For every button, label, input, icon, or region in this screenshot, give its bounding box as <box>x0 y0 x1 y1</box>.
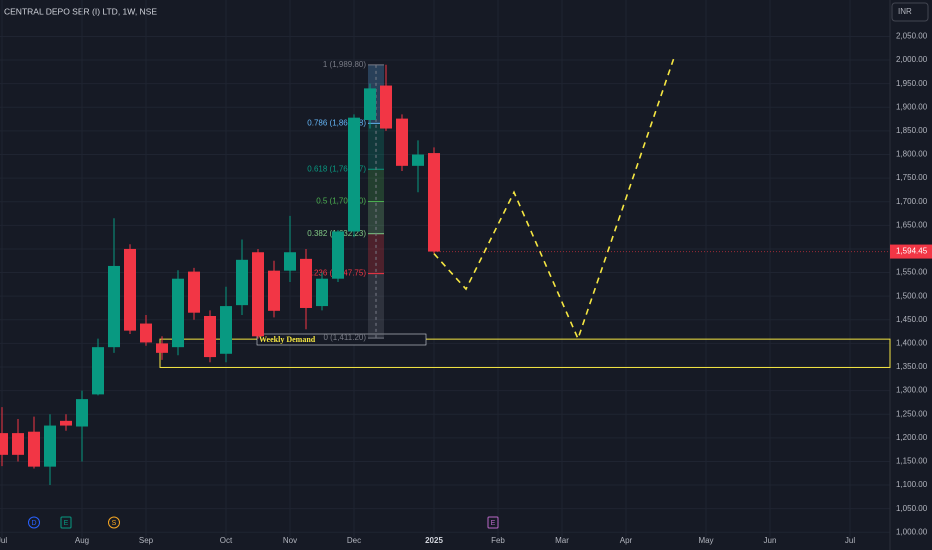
fib-label: 0 (1,411.20) <box>323 333 366 342</box>
event-label: E <box>491 520 496 527</box>
event-label: S <box>112 520 117 527</box>
candle-body <box>380 85 392 129</box>
demand-label-box <box>256 333 427 346</box>
chart-title: CENTRAL DEPO SER (I) LTD, 1W, NSE <box>4 6 157 16</box>
y-tick-label: 1,350.00 <box>896 362 928 371</box>
candle-body <box>204 316 216 358</box>
y-tick-label: 1,500.00 <box>896 291 928 300</box>
candle-body <box>0 433 8 455</box>
candle-body <box>236 259 248 306</box>
x-tick-label: Mar <box>555 536 569 545</box>
y-tick-label: 1,700.00 <box>896 197 928 206</box>
y-tick-label: 1,850.00 <box>896 126 928 135</box>
x-tick-label: Aug <box>75 536 89 545</box>
y-tick-label: 1,200.00 <box>896 433 928 442</box>
candle-body <box>140 323 152 343</box>
y-tick-label: 1,050.00 <box>896 504 928 513</box>
fib-band <box>368 123 384 170</box>
candle-body <box>348 117 360 232</box>
x-tick-label: Dec <box>347 536 361 545</box>
candle-body <box>108 265 120 348</box>
y-tick-label: 1,800.00 <box>896 150 928 159</box>
y-tick-label: 2,050.00 <box>896 32 928 41</box>
currency: INR <box>898 7 912 16</box>
y-tick-label: 1,100.00 <box>896 480 928 489</box>
demand-label: Weekly Demand <box>259 335 316 344</box>
y-tick-label: 1,650.00 <box>896 220 928 229</box>
event-marker <box>60 516 72 529</box>
event-label: D <box>31 520 36 527</box>
projection-line <box>433 57 675 341</box>
x-tick-label: Oct <box>220 536 233 545</box>
candle-body <box>316 278 328 307</box>
y-tick-label: 1,300.00 <box>896 386 928 395</box>
candle-body <box>252 252 264 337</box>
candle-body <box>156 343 168 353</box>
x-tick-label: May <box>698 536 713 545</box>
candle-body <box>12 433 24 455</box>
y-tick-label: 1,400.00 <box>896 338 928 347</box>
candle-body <box>428 153 440 252</box>
y-tick-label: 1,550.00 <box>896 268 928 277</box>
event-marker <box>108 516 120 529</box>
candle-body <box>60 420 72 426</box>
candle-body <box>220 306 232 354</box>
candle-body <box>396 118 408 166</box>
y-tick-label: 1,250.00 <box>896 409 928 418</box>
fib-label: 0.618 (1,768.77) <box>307 164 366 173</box>
candle-body <box>28 431 40 467</box>
demand-zone <box>159 338 891 368</box>
x-tick-label: Nov <box>283 536 297 545</box>
candle-body <box>44 425 56 467</box>
currency-badge[interactable] <box>891 2 929 22</box>
x-tick-label: Apr <box>620 536 633 545</box>
candle-body <box>300 258 312 308</box>
fib-label: 0.5 (1,700.50) <box>316 197 366 206</box>
event-marker <box>487 516 499 529</box>
x-tick-label: Jul <box>845 536 855 545</box>
y-tick-label: 2,000.00 <box>896 55 928 64</box>
candle-body <box>76 399 88 427</box>
last-price-label: 1,594.45 <box>896 247 928 256</box>
candle-body <box>332 231 344 279</box>
candle-body <box>284 252 296 271</box>
event-label: E <box>64 520 69 527</box>
x-tick-label: Feb <box>491 536 505 545</box>
y-tick-label: 1,450.00 <box>896 315 928 324</box>
y-tick-label: 1,750.00 <box>896 173 928 182</box>
event-marker <box>28 516 40 529</box>
candle-body <box>188 271 200 313</box>
y-tick-label: 1,900.00 <box>896 102 928 111</box>
candle-body <box>92 347 104 395</box>
y-tick-label: 1,000.00 <box>896 527 928 536</box>
x-tick-label: Jul <box>0 536 7 545</box>
candle-body <box>124 248 136 331</box>
fib-label: 0.786 (1,865.98) <box>307 118 366 127</box>
y-tick-label: 1,950.00 <box>896 79 928 88</box>
candle-body <box>364 88 376 121</box>
y-tick-label: 1,150.00 <box>896 457 928 466</box>
candle-body <box>172 278 184 348</box>
fib-label: 1 (1,989.80) <box>323 60 366 69</box>
x-tick-label: Jun <box>764 536 777 545</box>
candle-body <box>412 154 424 166</box>
candle-body <box>268 270 280 311</box>
x-tick-label: 2025 <box>425 536 443 545</box>
last-price-badge <box>890 244 932 259</box>
x-tick-label: Sep <box>139 536 154 545</box>
